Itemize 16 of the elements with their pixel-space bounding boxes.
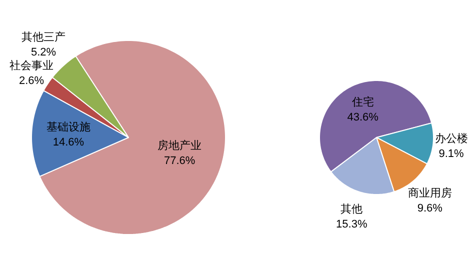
slice-label: 住宅 bbox=[352, 95, 374, 108]
slice-label: 其他三产 bbox=[22, 30, 66, 44]
data-label: 9.1% bbox=[438, 148, 464, 160]
slice-label: 社会事业 bbox=[10, 59, 54, 72]
data-label: 9.6% bbox=[417, 202, 443, 215]
slice-label: 办公楼 bbox=[434, 132, 468, 145]
slice-label: 房地产业 bbox=[158, 138, 202, 152]
data-label: 14.6% bbox=[52, 136, 84, 149]
data-label: 77.6% bbox=[164, 154, 196, 167]
data-label: 15.3% bbox=[336, 218, 368, 230]
slice-label: 基础设施 bbox=[46, 120, 90, 134]
slice-label: 其他 bbox=[340, 202, 363, 216]
slice-label: 商业用房 bbox=[408, 186, 452, 200]
data-label: 43.6% bbox=[347, 111, 379, 124]
data-label: 2.6% bbox=[19, 75, 44, 88]
data-label: 5.2% bbox=[31, 46, 56, 58]
